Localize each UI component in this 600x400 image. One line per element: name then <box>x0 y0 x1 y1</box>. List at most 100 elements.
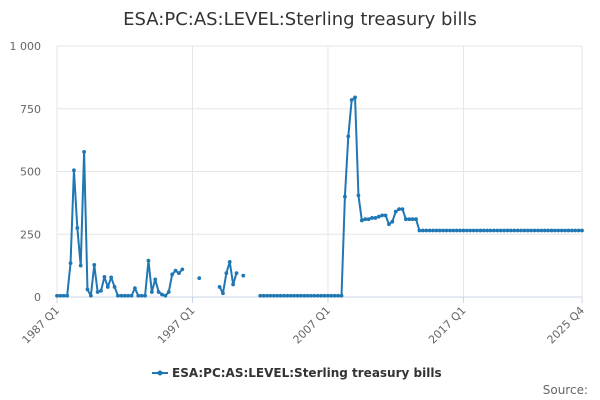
data-point[interactable] <box>78 263 83 268</box>
data-point[interactable] <box>376 214 381 219</box>
data-point[interactable] <box>488 228 493 233</box>
data-point[interactable] <box>400 207 405 212</box>
data-point[interactable] <box>173 268 178 273</box>
data-point[interactable] <box>312 293 317 298</box>
data-point[interactable] <box>261 293 266 298</box>
data-point[interactable] <box>569 228 574 233</box>
data-point[interactable] <box>241 273 246 278</box>
data-point[interactable] <box>319 293 324 298</box>
data-point[interactable] <box>427 228 432 233</box>
data-point[interactable] <box>573 228 578 233</box>
data-point[interactable] <box>387 222 391 227</box>
data-point[interactable] <box>58 293 63 298</box>
data-point[interactable] <box>549 228 554 233</box>
data-point[interactable] <box>126 293 131 298</box>
data-point[interactable] <box>464 228 469 233</box>
data-point[interactable] <box>282 293 286 298</box>
data-point[interactable] <box>302 293 307 298</box>
data-point[interactable] <box>224 271 229 276</box>
data-point[interactable] <box>61 293 66 298</box>
data-point[interactable] <box>234 271 239 276</box>
data-point[interactable] <box>285 293 290 298</box>
data-point[interactable] <box>68 261 73 266</box>
data-point[interactable] <box>542 228 547 233</box>
data-point[interactable] <box>322 293 327 298</box>
data-point[interactable] <box>370 216 374 220</box>
data-point[interactable] <box>231 282 236 287</box>
data-point[interactable] <box>481 228 486 233</box>
data-point[interactable] <box>105 285 110 289</box>
data-point[interactable] <box>102 275 107 279</box>
data-point[interactable] <box>227 259 232 264</box>
data-point[interactable] <box>55 293 59 298</box>
data-point[interactable] <box>539 228 544 233</box>
data-point[interactable] <box>444 228 449 233</box>
data-point[interactable] <box>502 228 506 233</box>
data-point[interactable] <box>536 228 540 233</box>
data-point[interactable] <box>85 287 90 292</box>
data-point[interactable] <box>431 228 435 233</box>
data-point[interactable] <box>153 277 158 282</box>
data-point[interactable] <box>390 219 395 224</box>
data-point[interactable] <box>149 290 154 294</box>
data-point[interactable] <box>458 228 462 233</box>
data-point[interactable] <box>309 293 313 298</box>
data-point[interactable] <box>295 293 300 298</box>
data-point[interactable] <box>508 228 513 233</box>
data-point[interactable] <box>160 292 164 297</box>
data-point[interactable] <box>129 293 134 298</box>
legend[interactable]: ESA:PC:AS:LEVEL:Sterling treasury bills <box>152 366 442 380</box>
data-point[interactable] <box>177 271 181 276</box>
data-point[interactable] <box>492 228 496 233</box>
data-point[interactable] <box>559 228 564 233</box>
data-point[interactable] <box>305 293 310 298</box>
data-point[interactable] <box>139 293 144 298</box>
data-point[interactable] <box>72 168 76 173</box>
data-point[interactable] <box>332 293 337 298</box>
data-point[interactable] <box>99 288 103 293</box>
data-point[interactable] <box>576 228 581 233</box>
data-point[interactable] <box>339 293 344 298</box>
data-point[interactable] <box>434 228 439 233</box>
data-point[interactable] <box>424 228 429 233</box>
data-point[interactable] <box>75 226 80 230</box>
data-point[interactable] <box>478 228 483 233</box>
data-point[interactable] <box>343 194 347 199</box>
data-point[interactable] <box>373 216 378 220</box>
data-point[interactable] <box>495 228 500 233</box>
data-point[interactable] <box>275 293 280 298</box>
data-point[interactable] <box>346 134 351 139</box>
data-point[interactable] <box>95 290 100 294</box>
data-point[interactable] <box>525 228 530 233</box>
data-point[interactable] <box>336 293 341 298</box>
data-point[interactable] <box>475 228 479 233</box>
data-point[interactable] <box>298 293 303 298</box>
data-point[interactable] <box>498 228 503 233</box>
data-point[interactable] <box>359 218 364 223</box>
data-point[interactable] <box>512 228 517 233</box>
data-point[interactable] <box>268 293 273 298</box>
data-point[interactable] <box>109 275 114 280</box>
data-point[interactable] <box>116 293 120 298</box>
data-point[interactable] <box>383 213 388 218</box>
data-point[interactable] <box>170 272 175 277</box>
data-point[interactable] <box>278 293 283 298</box>
data-point[interactable] <box>353 95 357 100</box>
data-point[interactable] <box>420 228 425 233</box>
data-point[interactable] <box>566 228 571 233</box>
data-point[interactable] <box>143 293 147 298</box>
data-point[interactable] <box>329 293 334 298</box>
data-point[interactable] <box>437 228 442 233</box>
data-point[interactable] <box>515 228 520 233</box>
data-point[interactable] <box>288 293 293 298</box>
data-point[interactable] <box>397 207 401 212</box>
data-point[interactable] <box>417 228 422 233</box>
data-point[interactable] <box>471 228 476 233</box>
data-point[interactable] <box>522 228 527 233</box>
data-point[interactable] <box>529 228 534 233</box>
data-point[interactable] <box>414 217 418 222</box>
data-point[interactable] <box>197 276 202 281</box>
data-point[interactable] <box>380 213 385 218</box>
data-point[interactable] <box>163 293 168 298</box>
data-point[interactable] <box>485 228 490 233</box>
